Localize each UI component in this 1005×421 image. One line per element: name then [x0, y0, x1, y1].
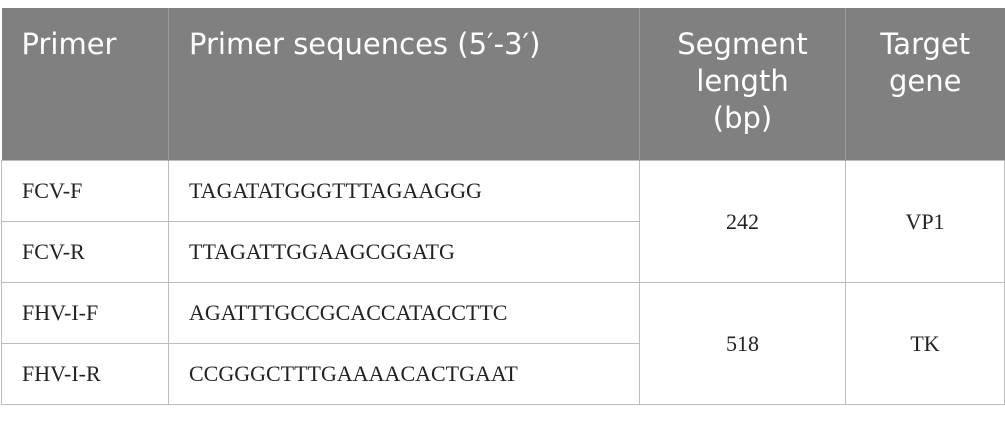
segment-length-cell: 242 [639, 160, 846, 283]
primer-cell: FCV-F [1, 160, 169, 222]
cell-text: CCGGGCTTTGAAAACACTGAAT [189, 361, 518, 386]
cell-text: AGATTTGCCGCACCATACCTTC [189, 300, 508, 325]
cell-text: 518 [726, 330, 759, 356]
cell-text: FHV-I-R [22, 361, 101, 386]
header-row: Primer Primer sequences (5′-3′) Segment le… [1, 8, 1005, 161]
target-gene-cell: VP1 [845, 160, 1005, 283]
cell-text: Target gene [880, 27, 971, 98]
primer-table: Primer Primer sequences (5′-3′) Segment le… [1, 8, 1005, 405]
table-row: FCV-R TTAGATTGGAAGCGGATG [1, 221, 1005, 283]
cell-text: Segment length (bp) [677, 27, 808, 135]
primer-cell: FCV-R [1, 221, 169, 283]
sequence-cell: AGATTTGCCGCACCATACCTTC [168, 282, 640, 344]
header-cell: Primer sequences (5′-3′) [168, 8, 640, 161]
cell-text: VP1 [905, 208, 945, 234]
sequence-cell: TAGATATGGGTTTAGAAGGG [168, 160, 640, 222]
cell-text: TTAGATTGGAAGCGGATG [189, 239, 455, 264]
cell-text: TK [910, 330, 940, 356]
table-row: FHV-I-R CCGGGCTTTGAAAACACTGAAT [1, 343, 1005, 405]
cell-text: Primer sequences (5′-3′) [189, 27, 541, 61]
cell-text: 242 [726, 208, 759, 234]
primer-cell: FHV-I-F [1, 282, 169, 344]
cell-text: TAGATATGGGTTTAGAAGGG [189, 178, 482, 203]
header-cell: Target gene [845, 8, 1005, 161]
table-row: FHV-I-F AGATTTGCCGCACCATACCTTC 518 TK [1, 282, 1005, 405]
cell-text: FCV-R [22, 239, 85, 264]
table-body: FCV-F TAGATATGGGTTTAGAAGGG 242 VP1 FCV-R TTAG… [1, 160, 1005, 405]
cell-text: FCV-F [22, 178, 83, 203]
cell-text: FHV-I-F [22, 300, 99, 325]
header-cell: Segment length (bp) [639, 8, 846, 161]
table-row: FCV-F TAGATATGGGTTTAGAAGGG 242 VP1 [1, 160, 1005, 283]
segment-length-cell: 518 [639, 282, 846, 405]
primer-cell: FHV-I-R [1, 343, 169, 405]
sequence-cell: CCGGGCTTTGAAAACACTGAAT [168, 343, 640, 405]
target-gene-cell: TK [845, 282, 1005, 405]
header-cell: Primer [1, 8, 169, 161]
sequence-cell: TTAGATTGGAAGCGGATG [168, 221, 640, 283]
cell-text: Primer [21, 27, 117, 61]
